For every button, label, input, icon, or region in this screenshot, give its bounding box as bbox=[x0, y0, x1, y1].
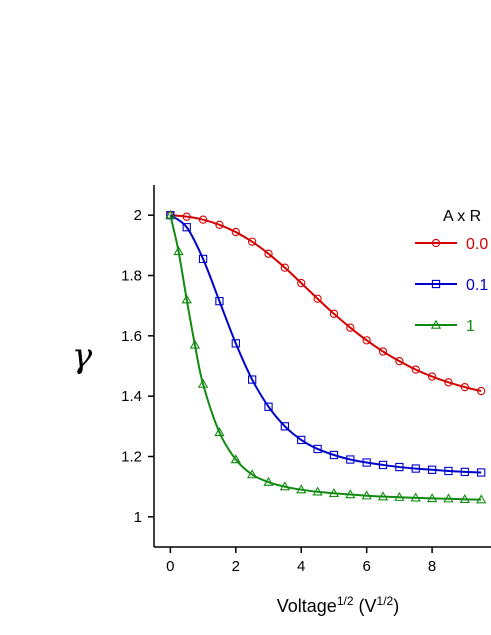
series-line-1 bbox=[169, 214, 482, 474]
legend-item-1: 0.1 bbox=[415, 277, 488, 294]
data-point bbox=[459, 494, 470, 504]
data-point bbox=[230, 454, 241, 464]
legend-marker bbox=[430, 319, 442, 329]
legend-label: 1 bbox=[466, 318, 475, 335]
data-point bbox=[410, 492, 421, 502]
y-tick-label: 1.2 bbox=[121, 449, 142, 466]
series-line-0 bbox=[170, 214, 482, 393]
data-point bbox=[328, 487, 340, 498]
data-point bbox=[377, 491, 389, 501]
data-point bbox=[361, 490, 372, 500]
data-point bbox=[297, 278, 306, 288]
data-point bbox=[477, 386, 486, 396]
data-point bbox=[264, 402, 273, 411]
data-point bbox=[280, 422, 290, 431]
data-point bbox=[346, 455, 355, 464]
legend-label: 0.1 bbox=[466, 277, 488, 294]
data-point bbox=[329, 309, 339, 318]
legend: A x R 0.0 0.1 1 bbox=[415, 208, 488, 335]
y-axis-title: γ bbox=[72, 336, 93, 376]
plot-axes bbox=[148, 185, 491, 553]
data-point bbox=[362, 336, 371, 345]
data-point bbox=[215, 220, 224, 229]
data-point bbox=[248, 237, 257, 246]
data-point bbox=[215, 296, 224, 306]
y-tick-label: 1.8 bbox=[121, 268, 142, 285]
data-point bbox=[443, 493, 454, 503]
data-point bbox=[362, 458, 371, 467]
data-point bbox=[263, 476, 274, 486]
data-point bbox=[378, 347, 388, 356]
y-tick-label: 2 bbox=[134, 207, 142, 224]
data-point bbox=[329, 450, 339, 460]
data-point bbox=[280, 263, 290, 272]
data-point bbox=[197, 378, 209, 388]
data-point bbox=[181, 294, 192, 304]
legend-label: 0.0 bbox=[466, 236, 488, 253]
x-tick-label: 8 bbox=[428, 558, 436, 575]
data-point bbox=[198, 215, 208, 224]
data-point bbox=[214, 427, 225, 437]
x-tick-label: 0 bbox=[166, 558, 174, 575]
data-point bbox=[182, 212, 191, 221]
legend-item-2: 1 bbox=[415, 318, 475, 335]
legend-marker bbox=[431, 279, 441, 289]
data-point bbox=[296, 484, 307, 494]
data-point bbox=[426, 493, 438, 503]
x-tick-label: 2 bbox=[232, 558, 240, 575]
data-point bbox=[165, 209, 176, 219]
y-tick-label: 1.4 bbox=[121, 388, 142, 405]
data-point bbox=[395, 462, 404, 472]
data-point bbox=[476, 494, 487, 504]
data-point bbox=[312, 486, 323, 496]
legend-title: A x R bbox=[443, 208, 481, 225]
data-point bbox=[247, 469, 258, 479]
data-point bbox=[427, 465, 437, 474]
plot-area bbox=[165, 209, 487, 504]
data-point bbox=[264, 249, 273, 258]
data-point bbox=[182, 223, 191, 232]
data-point bbox=[189, 339, 201, 349]
data-point bbox=[231, 227, 240, 237]
data-point bbox=[444, 466, 453, 476]
data-point bbox=[411, 464, 420, 473]
y-tick-label: 1.6 bbox=[121, 328, 142, 345]
x-tick-label: 6 bbox=[362, 558, 370, 575]
data-point bbox=[395, 357, 404, 366]
data-point bbox=[297, 435, 306, 445]
data-point bbox=[345, 489, 356, 499]
x-axis-title: Voltage1/2 (V1/2) bbox=[277, 594, 399, 616]
data-point bbox=[248, 375, 257, 384]
data-point bbox=[279, 481, 291, 491]
data-point bbox=[313, 294, 322, 303]
x-tick-label: 4 bbox=[297, 558, 305, 575]
data-point bbox=[346, 323, 355, 332]
data-point bbox=[427, 372, 437, 381]
series-line-2 bbox=[169, 214, 482, 501]
data-point bbox=[173, 246, 184, 256]
data-point bbox=[411, 365, 420, 374]
data-point bbox=[477, 468, 486, 477]
data-point bbox=[444, 378, 453, 387]
data-point bbox=[394, 491, 405, 501]
data-point bbox=[313, 444, 322, 454]
tick-labels: 0 2 4 6 8 1 1.2 1.4 1.6 1.8 2 bbox=[121, 207, 436, 575]
legend-marker bbox=[431, 238, 441, 248]
y-tick-label: 1 bbox=[134, 509, 142, 526]
data-point bbox=[460, 382, 469, 392]
data-point bbox=[231, 339, 240, 348]
data-point bbox=[198, 254, 208, 264]
data-point bbox=[460, 467, 469, 477]
data-point bbox=[378, 460, 388, 470]
legend-item-0: 0.0 bbox=[415, 236, 488, 253]
